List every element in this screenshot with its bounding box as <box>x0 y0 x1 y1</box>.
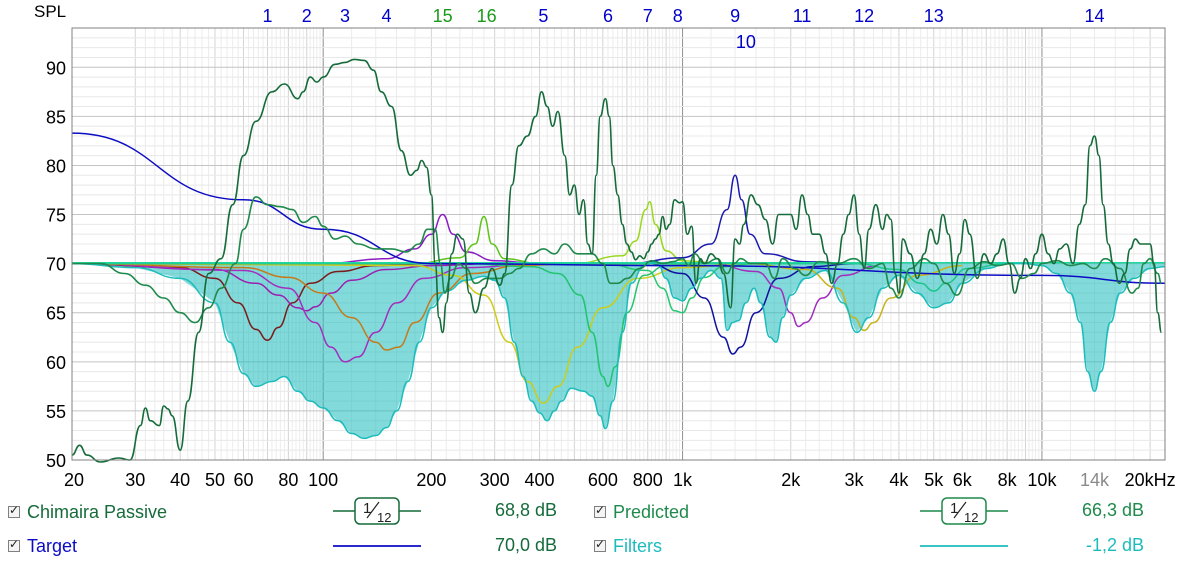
smoothing-numerator: 1 <box>950 500 958 517</box>
series-line-filter-band-7 <box>71 262 575 351</box>
filter-marker-9[interactable]: 9 <box>730 6 740 26</box>
legend: Chimaira Passive 1 12 68,8 dB Target 70,… <box>0 496 1200 564</box>
x-tick-label: 10k <box>1027 470 1057 490</box>
x-tick-label: 5k <box>924 470 944 490</box>
smoothing-control-chimaira-passive[interactable]: 1 12 <box>333 496 421 526</box>
series-line-filter-band-5 <box>71 262 495 312</box>
x-tick-label: 30 <box>125 470 145 490</box>
smoothing-denominator: 12 <box>377 510 391 525</box>
series-lines <box>71 58 1166 463</box>
x-tick-label: 8k <box>998 470 1018 490</box>
filter-marker-6[interactable]: 6 <box>603 6 613 26</box>
x-tick-label: 200 <box>416 470 446 490</box>
plot-frame <box>71 27 1166 461</box>
x-tick-label: 20 <box>64 470 84 490</box>
filter-marker-7[interactable]: 7 <box>643 6 653 26</box>
legend-item-chimaira-passive[interactable]: Chimaira Passive <box>8 497 167 527</box>
x-tick-label: 4k <box>889 470 909 490</box>
y-tick-label: 80 <box>46 156 66 176</box>
x-tick-label: 600 <box>588 470 618 490</box>
filter-marker-3[interactable]: 3 <box>340 6 350 26</box>
x-tick-label: 80 <box>278 470 298 490</box>
smoothing-control-predicted[interactable]: 1 12 <box>920 496 1008 526</box>
x-tick-label: 60 <box>233 470 253 490</box>
filter-marker-12[interactable]: 12 <box>854 6 874 26</box>
axes: 50 55 60 65 70 75 80 85 90 20 30 40 50 60 80 100 200 300 4… <box>46 27 1176 490</box>
legend-label-filters: Filters <box>613 535 662 556</box>
legend-value-filters: -1,2 dB <box>1085 535 1144 555</box>
filter-marker-14[interactable]: 14 <box>1084 6 1104 26</box>
filter-marker-13[interactable]: 13 <box>924 6 944 26</box>
series-line-predicted <box>72 196 1162 324</box>
y-tick-label: 70 <box>46 255 66 275</box>
x-tick-label: 50 <box>205 470 225 490</box>
filter-marker-16[interactable]: 16 <box>477 6 497 26</box>
filter-marker-4[interactable]: 4 <box>381 6 391 26</box>
smoothing-numerator: 1 <box>363 500 371 517</box>
x-tick-label: 40 <box>170 470 190 490</box>
series-line-chimaira-passive <box>71 58 1163 463</box>
x-tick-label: 100 <box>308 470 338 490</box>
legend-item-target[interactable]: Target <box>8 531 77 561</box>
checkbox-predicted[interactable] <box>594 503 606 518</box>
x-tick-label: 6k <box>953 470 973 490</box>
y-tick-label: 75 <box>46 206 66 226</box>
series-line-filters <box>71 260 1166 440</box>
swatch-target <box>333 545 421 547</box>
y-tick-label: 90 <box>46 58 66 78</box>
y-tick-label: 60 <box>46 353 66 373</box>
x-tick-label: 14k <box>1080 470 1110 490</box>
y-tick-label: 65 <box>46 304 66 324</box>
x-tick-label: 2k <box>781 470 801 490</box>
filter-marker-5[interactable]: 5 <box>538 6 548 26</box>
legend-label-chimaira-passive: Chimaira Passive <box>27 501 168 522</box>
y-axis-label: SPL <box>34 2 66 21</box>
legend-label-target: Target <box>27 535 78 556</box>
filter-marker-15[interactable]: 15 <box>433 6 453 26</box>
legend-value-chimaira-passive: 68,8 dB <box>494 500 557 520</box>
filter-marker-11[interactable]: 11 <box>793 6 812 26</box>
filter-marker-10[interactable]: 10 <box>736 32 756 52</box>
legend-value-target: 70,0 dB <box>494 535 557 555</box>
smoothing-denominator: 12 <box>964 510 978 525</box>
series-line-filter-band-4 <box>71 262 432 341</box>
filter-marker-1[interactable]: 1 <box>263 6 273 26</box>
legend-item-filters[interactable]: Filters <box>594 531 662 561</box>
x-tick-label: 300 <box>480 470 510 490</box>
x-tick-label: 3k <box>845 470 865 490</box>
legend-value-predicted: 66,3 dB <box>1081 500 1144 520</box>
swatch-filters <box>920 545 1008 547</box>
checkbox-target[interactable] <box>8 537 20 552</box>
x-tick-label: 800 <box>633 470 663 490</box>
series-line-filter-band-6 <box>71 262 540 363</box>
x-tick-label: 1k <box>673 470 693 490</box>
checkbox-chimaira-passive[interactable] <box>8 503 20 518</box>
legend-label-predicted: Predicted <box>613 501 690 522</box>
y-tick-label: 50 <box>46 451 66 471</box>
filter-marker-2[interactable]: 2 <box>302 6 312 26</box>
checkbox-filters[interactable] <box>594 537 606 552</box>
y-tick-label: 85 <box>46 107 66 127</box>
filter-marker-8[interactable]: 8 <box>673 6 683 26</box>
x-tick-label: 20kHz <box>1125 470 1176 490</box>
y-tick-label: 55 <box>46 402 66 422</box>
x-tick-label: 400 <box>525 470 555 490</box>
legend-item-predicted[interactable]: Predicted <box>594 497 689 527</box>
